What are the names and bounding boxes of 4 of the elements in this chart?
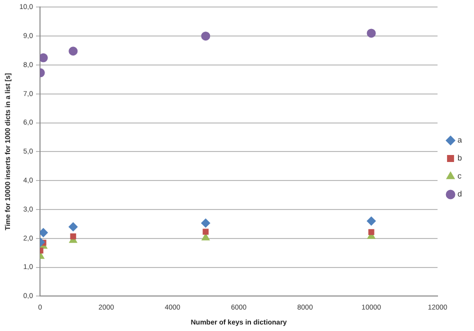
legend-label: b xyxy=(458,154,463,163)
legend-label: d xyxy=(458,190,462,199)
legend-label: a xyxy=(458,136,463,145)
legend-label: c xyxy=(458,172,462,181)
